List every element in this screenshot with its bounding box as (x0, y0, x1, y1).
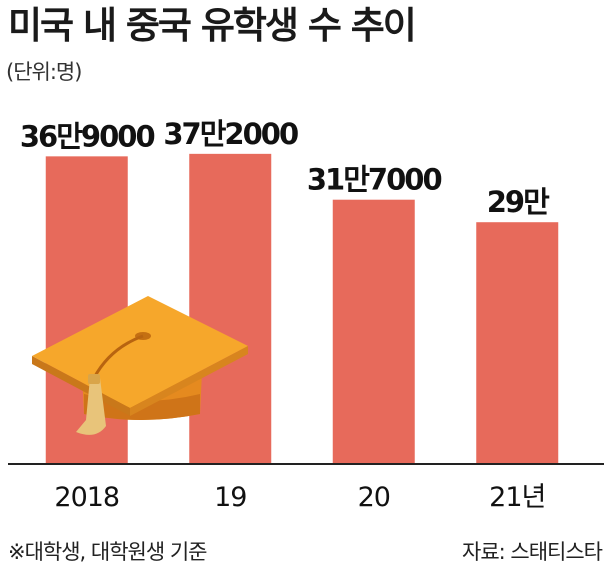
data-label-0: 36만9000 (20, 119, 155, 153)
data-label-3: 29만 (487, 185, 550, 219)
chart-title: 미국 내 중국 유학생 수 추이 (8, 4, 417, 47)
cap-board (32, 296, 248, 408)
x-tick-label-1: 19 (214, 482, 246, 513)
bar-3 (476, 222, 559, 464)
unit-label: (단위:명) (6, 60, 82, 84)
data-labels-group: 36만9000 37만2000 31만7000 29만 (20, 117, 552, 219)
cap-board-edge-left (32, 356, 130, 416)
x-tick-label-0: 2018 (54, 482, 119, 513)
graduation-cap-icon (32, 296, 248, 435)
bars-group (45, 153, 559, 465)
x-tick-labels-group: 2018 19 20 21년 (54, 482, 546, 513)
data-label-2: 31만7000 (307, 163, 442, 197)
x-tick-label-3: 21년 (489, 482, 545, 513)
cap-board-edge-right (130, 346, 248, 416)
bar-1 (189, 153, 272, 465)
x-tick-label-2: 20 (358, 482, 390, 513)
footnote: ※대학생, 대학원생 기준 (8, 540, 208, 564)
tassel-cord (92, 334, 144, 379)
tassel (76, 378, 106, 435)
tassel-knot (88, 374, 100, 384)
source-note: 자료: 스태티스타 (462, 540, 603, 564)
bar-2 (332, 199, 415, 464)
data-label-1: 37만2000 (163, 117, 298, 151)
